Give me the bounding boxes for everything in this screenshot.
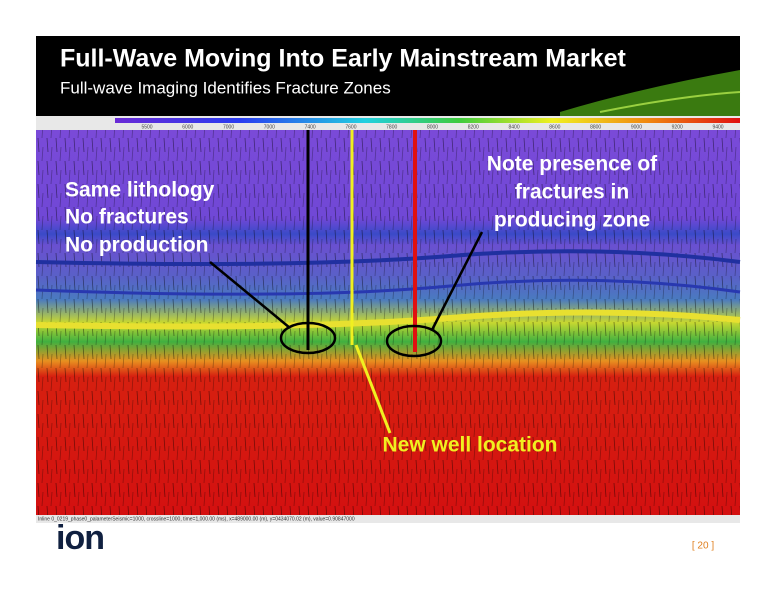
annotation: No production	[65, 234, 208, 257]
subtitle: Full-wave Imaging Identifies Fracture Zo…	[60, 78, 391, 97]
arrow	[430, 231, 484, 331]
scale-label: 7000	[223, 124, 234, 130]
annotation: Note presence of	[487, 153, 658, 176]
status-text: Inline 0_0219_phase0_palameterSeismic=10…	[38, 516, 355, 522]
scale-label: 7000	[264, 124, 275, 130]
stratum	[35, 309, 741, 330]
circle	[385, 324, 443, 358]
scale-label: 8600	[549, 124, 560, 130]
arrow	[354, 344, 392, 434]
scale-label: 8400	[509, 124, 520, 130]
title: Full-Wave Moving Into Early Mainstream M…	[60, 45, 627, 73]
swoosh-line	[599, 91, 741, 113]
swoosh	[560, 70, 740, 116]
scale-label: 9000	[631, 124, 642, 130]
circle	[279, 321, 337, 355]
logo: ion	[56, 519, 104, 557]
scale-label: 8200	[468, 124, 479, 130]
status-bar	[36, 515, 740, 523]
annotation: Same lithology	[65, 179, 215, 202]
scale-labels: 5500 6000 7000 7000 7400 7600 7800 8000 8200 8400…	[141, 124, 723, 130]
annotation: No fractures	[65, 206, 189, 229]
scale-label: 7800	[386, 124, 397, 130]
scale-label: 6000	[182, 124, 193, 130]
scale-label: 9200	[672, 124, 683, 130]
page-number: [ 20 ]	[692, 541, 714, 552]
scale-label: 8000	[427, 124, 438, 130]
stratum	[35, 249, 741, 266]
annotation: producing zone	[494, 209, 650, 232]
color-scale	[115, 118, 740, 123]
annotation: fractures in	[515, 181, 629, 204]
stratum	[35, 278, 741, 296]
scale-label: 9400	[712, 124, 723, 130]
scale-label: 7400	[305, 124, 316, 130]
scale-label: 5500	[141, 124, 152, 130]
scale-label: 8800	[590, 124, 601, 130]
scale-label: 7600	[345, 124, 356, 130]
annotation: New well location	[382, 434, 557, 457]
arrow	[209, 261, 291, 329]
